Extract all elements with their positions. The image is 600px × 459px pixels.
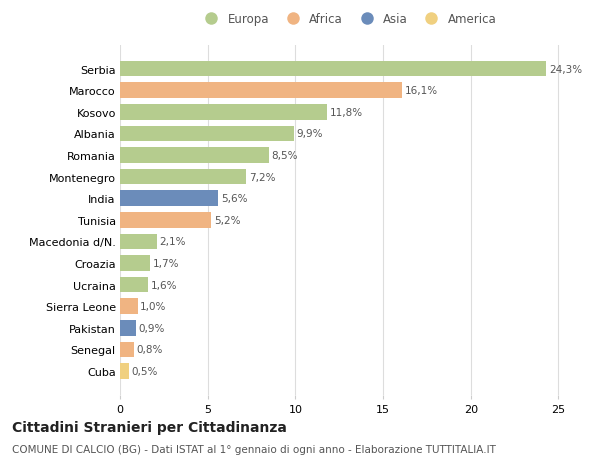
Bar bbox=[120, 364, 129, 379]
Text: 16,1%: 16,1% bbox=[405, 86, 438, 96]
Text: 1,6%: 1,6% bbox=[151, 280, 177, 290]
Text: 0,8%: 0,8% bbox=[137, 345, 163, 354]
Legend: Europa, Africa, Asia, America: Europa, Africa, Asia, America bbox=[199, 13, 497, 26]
Text: 7,2%: 7,2% bbox=[249, 172, 275, 182]
Text: 5,6%: 5,6% bbox=[221, 194, 247, 204]
Bar bbox=[120, 62, 546, 77]
Text: 1,7%: 1,7% bbox=[152, 258, 179, 269]
Bar bbox=[120, 213, 211, 228]
Bar bbox=[120, 169, 246, 185]
Text: 2,1%: 2,1% bbox=[160, 237, 186, 247]
Bar bbox=[120, 299, 137, 314]
Bar bbox=[120, 342, 134, 358]
Text: 11,8%: 11,8% bbox=[329, 107, 363, 118]
Bar bbox=[120, 277, 148, 293]
Bar bbox=[120, 191, 218, 207]
Text: 24,3%: 24,3% bbox=[549, 65, 582, 74]
Bar bbox=[120, 256, 150, 271]
Text: Cittadini Stranieri per Cittadinanza: Cittadini Stranieri per Cittadinanza bbox=[12, 420, 287, 434]
Text: 0,9%: 0,9% bbox=[139, 323, 165, 333]
Bar bbox=[120, 234, 157, 250]
Bar bbox=[120, 320, 136, 336]
Bar bbox=[120, 83, 403, 99]
Bar bbox=[120, 126, 293, 142]
Text: 8,5%: 8,5% bbox=[272, 151, 298, 161]
Text: 9,9%: 9,9% bbox=[296, 129, 323, 139]
Text: COMUNE DI CALCIO (BG) - Dati ISTAT al 1° gennaio di ogni anno - Elaborazione TUT: COMUNE DI CALCIO (BG) - Dati ISTAT al 1°… bbox=[12, 444, 496, 454]
Bar bbox=[120, 105, 327, 120]
Text: 5,2%: 5,2% bbox=[214, 215, 241, 225]
Bar bbox=[120, 148, 269, 163]
Text: 1,0%: 1,0% bbox=[140, 302, 167, 312]
Text: 0,5%: 0,5% bbox=[131, 366, 158, 376]
